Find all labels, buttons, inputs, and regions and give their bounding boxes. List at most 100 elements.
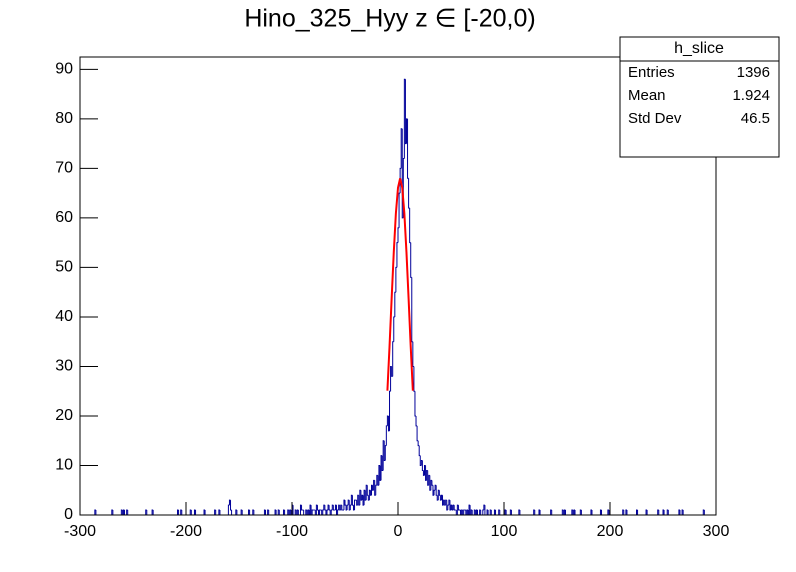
histogram-bin — [309, 504, 312, 515]
histogram-bin — [439, 495, 442, 501]
histogram-bin — [385, 425, 388, 446]
histogram-bin — [450, 504, 453, 511]
histogram-bin — [468, 504, 471, 515]
y-tick-label: 40 — [55, 308, 73, 325]
histogram-bin — [424, 464, 426, 476]
stats-value: 46.5 — [741, 110, 770, 127]
histogram-bin — [393, 316, 395, 342]
histogram-bin — [404, 79, 407, 145]
chart-title: Hino_325_Hyy z ∈ [-20,0) — [244, 5, 535, 33]
histogram-bin — [436, 495, 439, 501]
histogram-bin — [360, 490, 362, 501]
stats-border — [619, 36, 780, 158]
histogram-bin — [359, 489, 361, 506]
histogram-bin — [401, 128, 404, 219]
histogram-bin — [457, 505, 460, 511]
histogram-bin — [378, 464, 380, 486]
stats-title: h_slice — [674, 40, 724, 57]
histogram-bin — [446, 500, 448, 511]
histogram-bin — [326, 509, 329, 515]
histogram-bin — [322, 509, 324, 515]
histogram-bin — [413, 366, 415, 392]
histogram-bin — [299, 504, 302, 515]
histogram-bin — [377, 475, 379, 486]
histogram-bin — [301, 505, 303, 511]
histogram-bin — [420, 460, 423, 466]
x-tick-label: 100 — [491, 523, 518, 540]
histogram-bin — [392, 341, 394, 377]
histogram-bin — [379, 465, 382, 481]
histogram-bin — [483, 504, 485, 511]
histogram-bin — [345, 505, 348, 511]
histogram-bin — [338, 504, 340, 511]
histogram-bin — [315, 504, 318, 515]
histogram-bin — [348, 500, 351, 511]
histogram-bin — [432, 485, 435, 496]
y-tick-label: 20 — [55, 407, 73, 424]
histogram-bin — [340, 504, 342, 511]
histogram-bin — [482, 509, 484, 515]
histogram-bin — [396, 242, 398, 268]
y-tick-label: 10 — [55, 457, 73, 474]
histogram-bin — [354, 499, 356, 511]
histogram-bin — [456, 504, 459, 515]
histogram-bin — [375, 484, 377, 496]
y-tick-label: 50 — [55, 259, 73, 276]
histogram-bin — [453, 505, 456, 511]
histogram-bin — [319, 509, 321, 515]
stats-label: Std Dev — [628, 110, 682, 127]
x-tick-label: 0 — [394, 523, 403, 540]
histogram-bin — [332, 505, 335, 511]
y-tick-label: 80 — [55, 110, 73, 127]
histogram-bin — [381, 455, 384, 471]
histogram-bin — [341, 505, 343, 511]
x-tick-label: -100 — [276, 523, 308, 540]
histogram-bin — [451, 505, 454, 511]
y-tick-label: 0 — [64, 506, 73, 523]
histogram-bin — [390, 365, 392, 392]
histogram-bin — [397, 227, 400, 243]
histogram-bin — [428, 474, 430, 486]
x-tick-label: -200 — [170, 523, 202, 540]
histogram-bin — [368, 489, 371, 501]
histogram-bin — [337, 509, 339, 515]
histogram-bin — [376, 474, 378, 486]
y-tick-label: 60 — [55, 209, 73, 226]
histogram-bin — [339, 505, 341, 511]
y-tick-label: 90 — [55, 61, 73, 78]
histogram-bin — [311, 509, 314, 515]
histogram-bin — [351, 495, 354, 506]
histogram-bin — [427, 470, 429, 486]
histogram-bin — [367, 495, 370, 501]
histogram-bin — [449, 500, 451, 511]
histogram-bin — [452, 504, 455, 511]
histogram-bin — [369, 490, 372, 496]
histogram-bin — [330, 509, 333, 515]
histogram-bin — [364, 490, 367, 501]
histogram-bin — [327, 504, 330, 511]
histogram-bin — [437, 489, 440, 501]
histogram-bin — [425, 465, 427, 481]
y-tick-label: 30 — [55, 358, 73, 375]
y-tick-label: 70 — [55, 160, 73, 177]
histogram-bin — [334, 504, 337, 511]
stats-value: 1396 — [737, 64, 770, 81]
stats-label: Mean — [628, 87, 666, 104]
histogram-bin — [417, 440, 420, 447]
stats-box: h_slice Entries 1396 Mean 1.924 Std Dev … — [619, 36, 780, 158]
histogram-bin — [323, 504, 325, 511]
stats-label: Entries — [628, 64, 675, 81]
histogram-bin — [363, 489, 366, 506]
histogram-bin — [374, 480, 376, 496]
histogram-bin — [407, 118, 409, 179]
histogram-bin — [463, 509, 465, 515]
x-tick-label: 200 — [597, 523, 624, 540]
histogram-bin — [352, 505, 355, 511]
x-tick-label: 300 — [703, 523, 730, 540]
histogram-bin — [410, 242, 412, 278]
stats-value: 1.924 — [732, 87, 770, 104]
histogram-bin — [408, 178, 410, 209]
x-tick-label: -300 — [64, 523, 96, 540]
histogram-bin — [344, 500, 347, 506]
